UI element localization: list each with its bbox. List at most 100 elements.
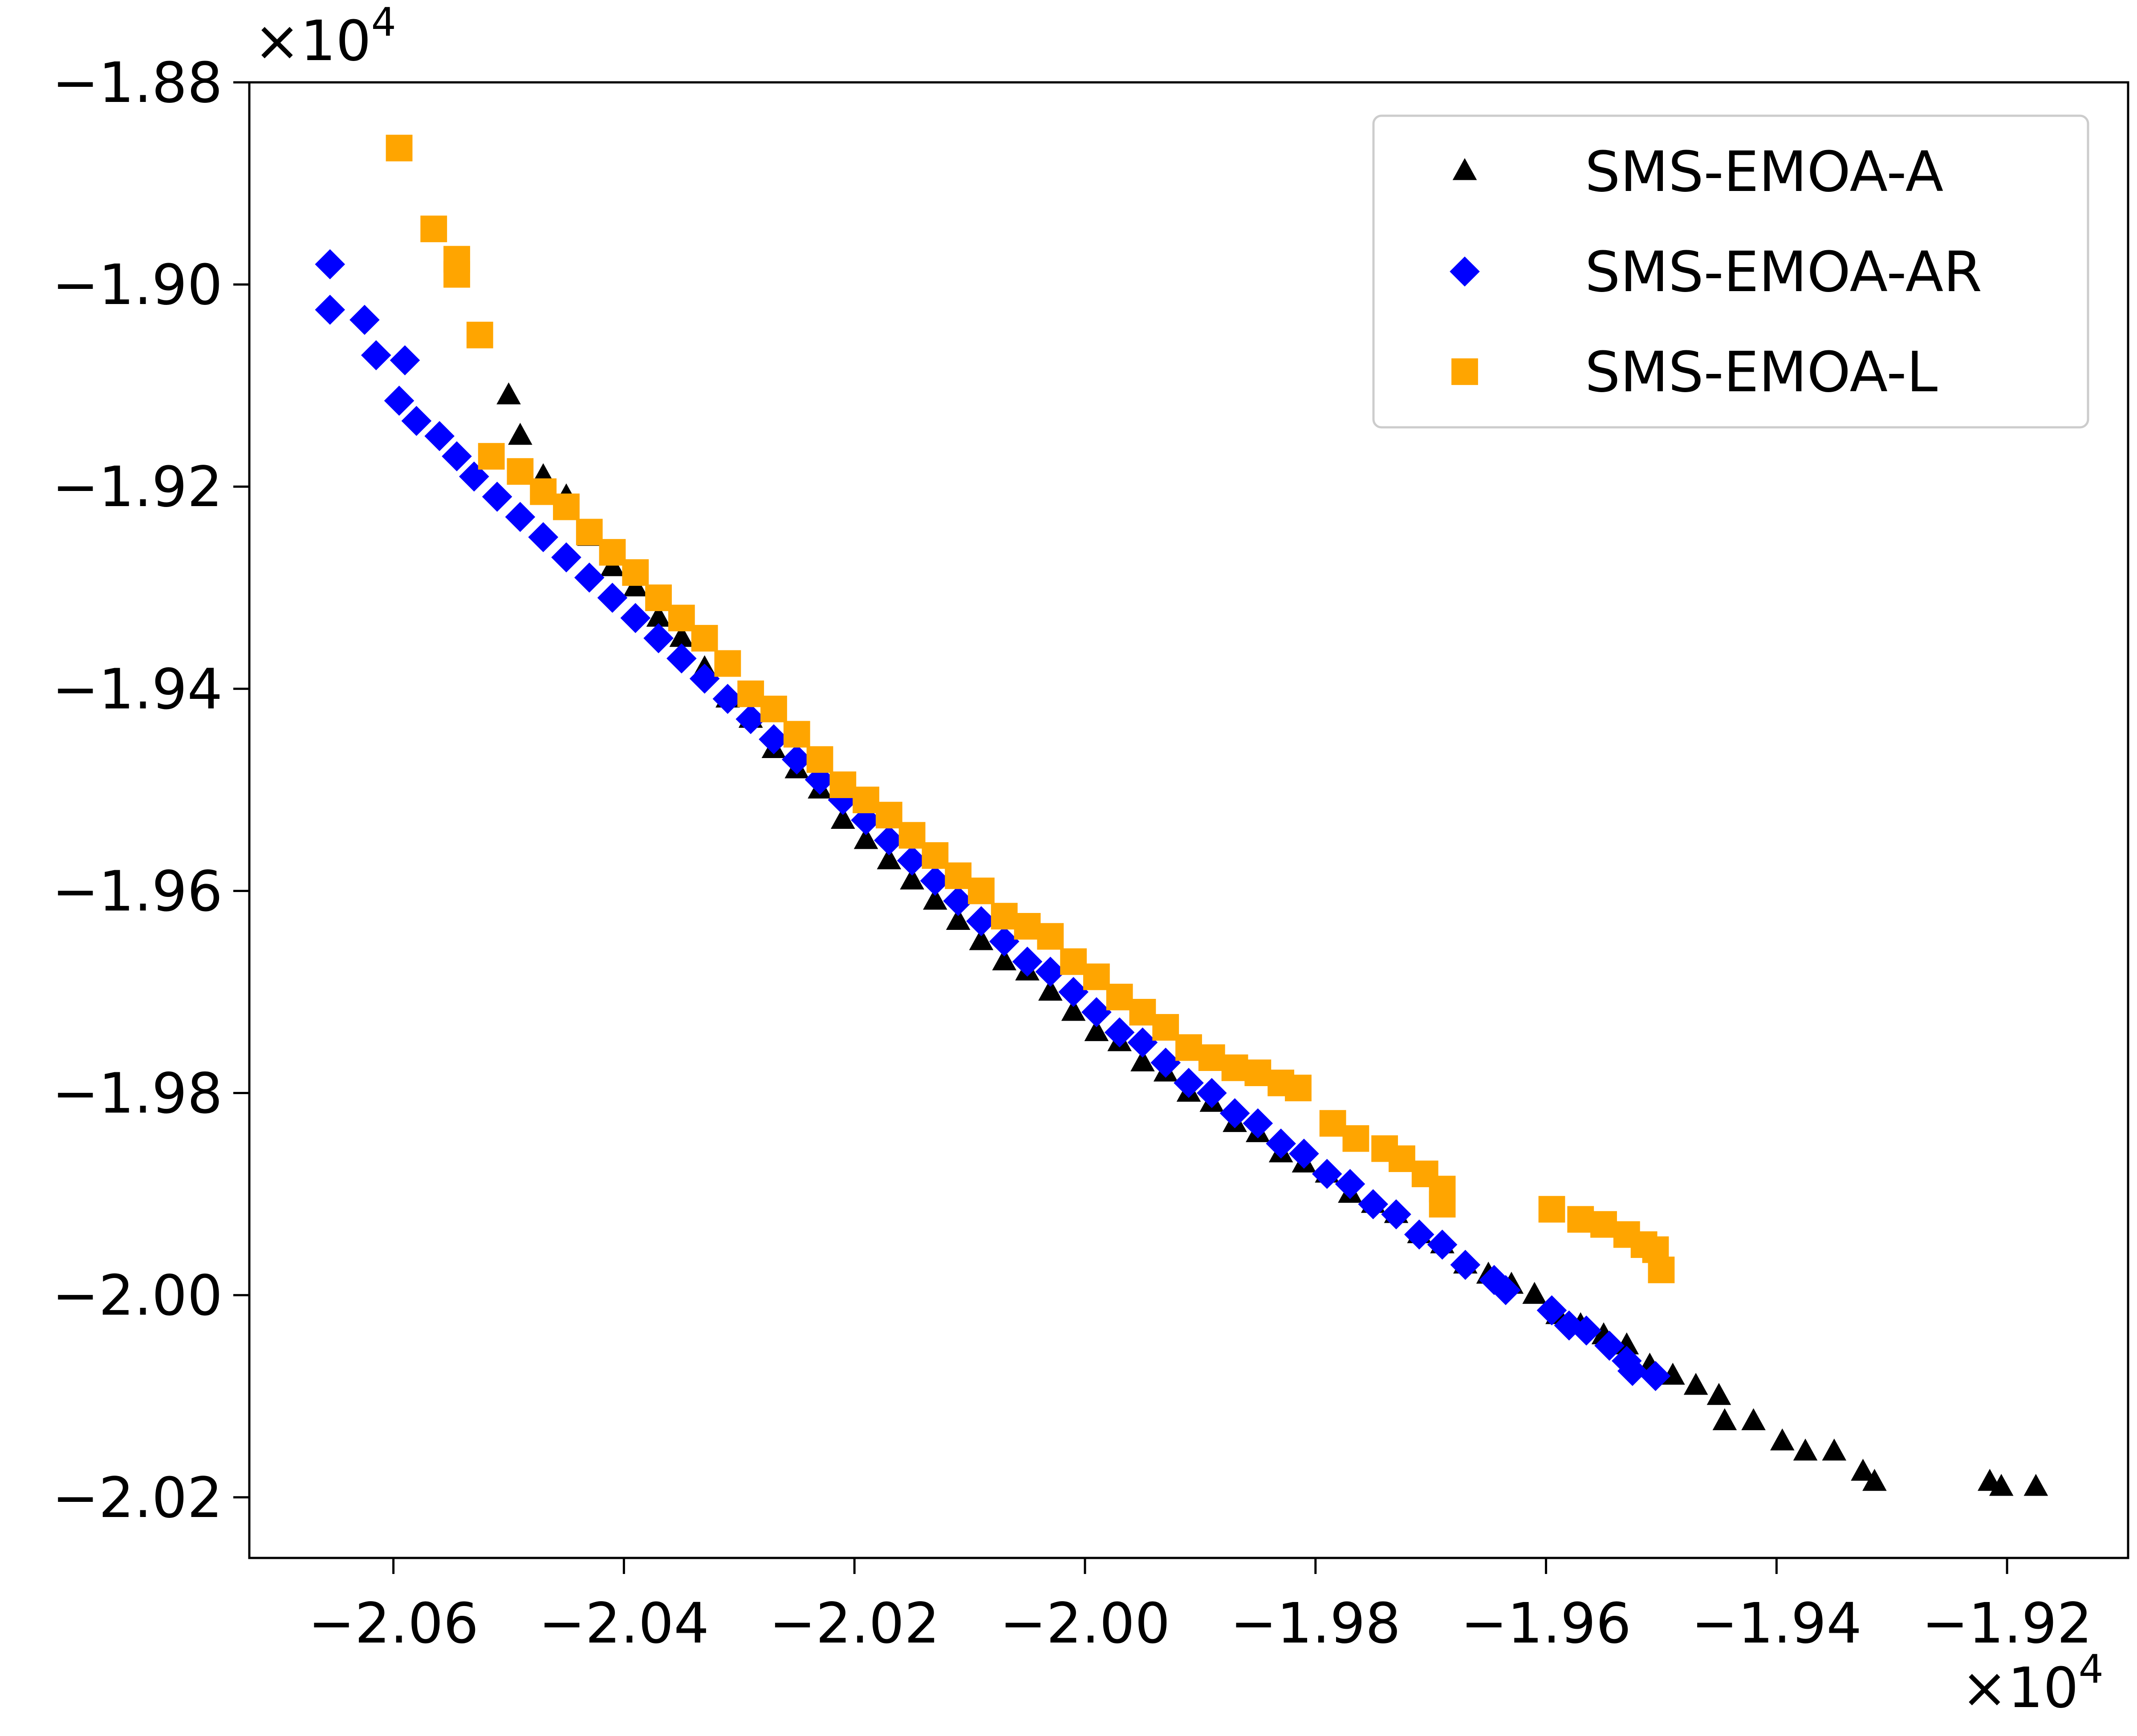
data-point <box>1429 1191 1456 1218</box>
data-point <box>599 539 626 566</box>
data-point <box>1389 1145 1415 1172</box>
data-point <box>1822 1438 1847 1461</box>
data-point <box>505 502 536 532</box>
data-point <box>1571 1315 1601 1346</box>
data-point <box>1035 957 1066 987</box>
legend-marker <box>1450 256 1480 287</box>
data-point <box>1037 923 1064 950</box>
data-point <box>781 744 812 775</box>
data-point <box>1741 1408 1766 1430</box>
data-point <box>898 822 926 849</box>
data-point <box>315 249 345 280</box>
data-point <box>1712 1408 1737 1430</box>
data-point <box>443 261 470 288</box>
x-tick-label: −1.94 <box>1691 1591 1862 1656</box>
x-tick-label: −1.98 <box>1230 1591 1401 1656</box>
data-point <box>466 321 493 349</box>
data-point <box>1106 983 1133 1010</box>
data-point <box>420 215 447 243</box>
legend-marker <box>1451 358 1478 385</box>
series-sms-emoa-ar <box>315 249 1671 1391</box>
data-point <box>874 825 904 856</box>
data-point <box>759 724 789 754</box>
data-point <box>966 906 996 937</box>
data-point <box>1590 1211 1617 1238</box>
data-point <box>989 926 1020 957</box>
data-point <box>1150 1047 1181 1078</box>
y-axis-multiplier: ×104 <box>254 0 396 73</box>
data-point <box>1640 1361 1671 1391</box>
data-point <box>1152 1014 1179 1041</box>
x-axis-multiplier: ×104 <box>1961 1646 2104 1720</box>
data-point <box>922 842 949 869</box>
y-tick-label: −1.88 <box>52 51 223 115</box>
data-point <box>1358 1189 1389 1220</box>
data-point <box>508 422 532 445</box>
data-point <box>1244 1059 1272 1087</box>
legend-label: SMS-EMOA-A <box>1585 140 1943 204</box>
data-point <box>386 134 413 162</box>
data-point <box>1060 948 1087 975</box>
data-point <box>1266 1128 1296 1159</box>
data-point <box>877 847 902 869</box>
data-point <box>853 787 879 813</box>
data-point <box>576 519 603 546</box>
x-tick-label: −1.92 <box>1922 1591 2092 1656</box>
data-point <box>622 559 649 586</box>
x-tick-label: −1.96 <box>1461 1591 1631 1656</box>
data-point <box>574 562 605 593</box>
data-point <box>1793 1438 1818 1461</box>
data-point <box>442 441 472 471</box>
data-point <box>1404 1219 1434 1250</box>
data-point <box>1567 1206 1594 1233</box>
data-point <box>1285 1075 1312 1102</box>
x-tick-label: −2.02 <box>769 1591 940 1656</box>
legend-marker <box>1452 158 1477 180</box>
data-point <box>315 295 345 325</box>
y-tick-label: −2.02 <box>52 1466 223 1530</box>
data-point <box>361 340 391 370</box>
data-point <box>1014 913 1041 940</box>
data-point <box>712 684 743 714</box>
data-point <box>669 625 694 647</box>
data-point <box>424 421 455 451</box>
data-point <box>597 583 628 613</box>
data-point <box>783 721 810 748</box>
data-point <box>668 604 695 632</box>
data-point <box>1130 1049 1155 1071</box>
data-point <box>1083 963 1110 990</box>
legend-box <box>1372 114 2089 429</box>
data-point <box>645 584 672 611</box>
data-point <box>384 385 414 416</box>
data-point <box>946 908 971 930</box>
y-tick-label: −1.92 <box>52 455 223 519</box>
data-point <box>482 482 512 512</box>
data-point <box>390 345 420 376</box>
data-point <box>1319 1110 1346 1137</box>
data-point <box>1175 1034 1202 1061</box>
data-point <box>829 771 857 798</box>
data-point <box>496 382 521 405</box>
data-point <box>1536 1295 1567 1326</box>
data-point <box>1058 977 1089 1007</box>
legend-label: SMS-EMOA-L <box>1585 340 1938 405</box>
data-point <box>1450 1249 1481 1280</box>
data-point <box>1196 1078 1227 1108</box>
y-tick-label: −1.94 <box>52 657 223 722</box>
data-point <box>714 650 741 677</box>
data-point <box>991 903 1018 930</box>
data-point <box>1289 1138 1319 1169</box>
data-point <box>900 867 924 890</box>
data-point <box>553 493 580 520</box>
data-point <box>1198 1044 1225 1071</box>
data-points <box>315 134 2048 1496</box>
data-point <box>1989 1474 2014 1496</box>
data-point <box>806 746 833 773</box>
data-point <box>620 603 651 633</box>
data-point <box>737 680 764 707</box>
data-point <box>643 623 674 653</box>
data-point <box>968 877 995 905</box>
data-point <box>1594 1330 1625 1361</box>
data-point <box>875 802 902 829</box>
